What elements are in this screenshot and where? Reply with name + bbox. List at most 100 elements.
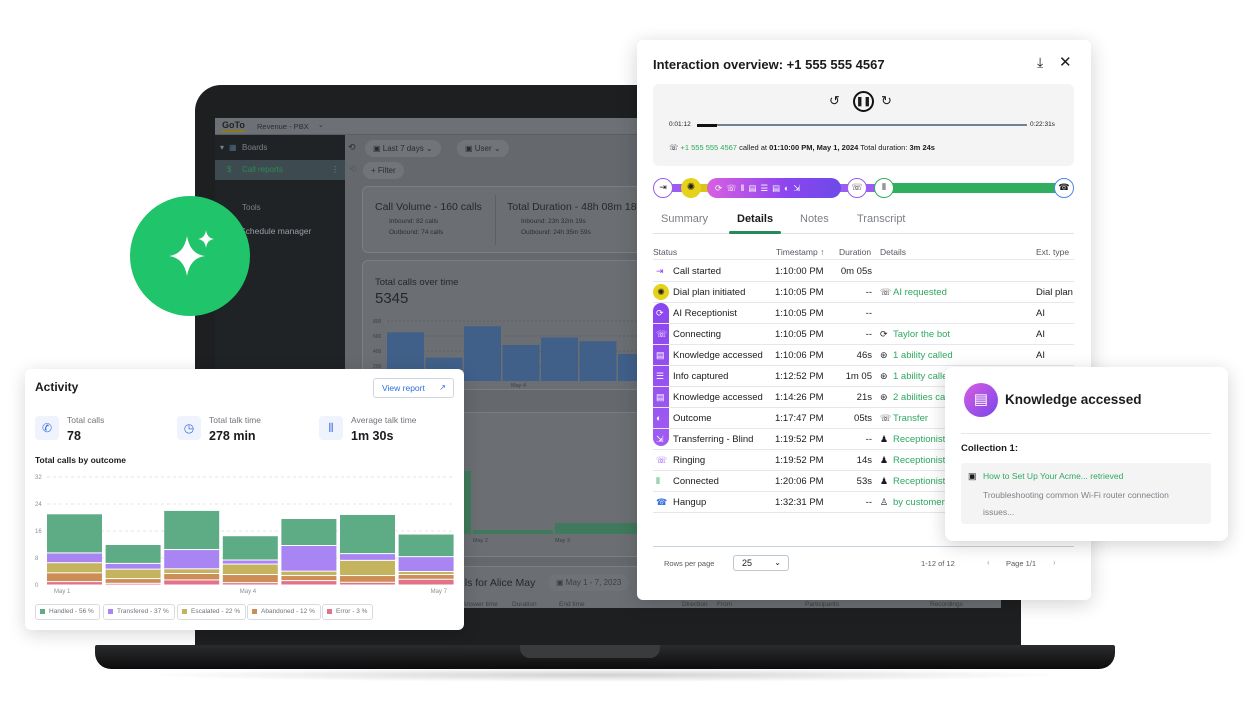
tab-notes[interactable]: Notes — [800, 213, 829, 225]
detail-link[interactable]: Transfer — [893, 413, 929, 424]
forward-10-icon[interactable]: ↻ — [881, 93, 892, 108]
column-header-ext-type[interactable]: Ext. type — [1036, 247, 1070, 257]
detail-link[interactable]: Receptionist — [893, 476, 946, 487]
table-row[interactable]: ✺ Dial plan initiated 1:10:05 PM -- ☏ AI requ… — [653, 282, 1074, 303]
bar-segment[interactable] — [398, 534, 454, 557]
table-row[interactable]: ⇲ Transferring - Blind 1:19:52 PM -- ♟ Recept… — [653, 429, 1074, 450]
view-report-button[interactable]: View report ↗ — [373, 378, 454, 398]
sidebar-item-boards[interactable]: ▾ ▦ Boards — [215, 138, 345, 158]
date-range-chip[interactable]: ▣ May 1 - 7, 2023 — [548, 574, 630, 591]
detail-link[interactable]: AI requested — [893, 287, 947, 298]
column-header-status[interactable]: Status — [653, 247, 678, 257]
bar-segment[interactable] — [340, 514, 395, 554]
rows-per-page-select[interactable]: 25 ⌄ — [733, 555, 789, 571]
rewind-10-icon[interactable]: ↺ — [829, 93, 840, 108]
bar-segment[interactable] — [398, 579, 454, 585]
bar-segment[interactable] — [164, 510, 220, 550]
refresh-icon[interactable]: ⟲ — [348, 142, 356, 152]
date-range-filter[interactable]: ▣ Last 7 days ⌄ — [365, 140, 441, 157]
sidebar-item-call-reports[interactable]: $ Call reports ⋮ — [215, 160, 345, 180]
bar-segment[interactable] — [164, 569, 220, 574]
sidebar-item-schedule-manager[interactable]: Schedule manager — [215, 221, 345, 241]
bar-segment[interactable] — [164, 574, 220, 580]
legend-item[interactable]: Handled - 56 % — [35, 604, 100, 620]
more-icon[interactable]: ⋮ — [331, 165, 339, 174]
group-filter[interactable]: ▣ User ⌄ — [457, 140, 509, 157]
table-row[interactable]: ⟳ AI Receptionist 1:10:05 PM -- AI — [653, 303, 1074, 324]
bar-segment[interactable] — [105, 583, 161, 585]
column-header-duration[interactable]: Duration — [839, 247, 872, 257]
column-header-details[interactable]: Details — [880, 247, 906, 257]
legend-item[interactable]: Transfered - 37 % — [103, 604, 175, 620]
tab-summary[interactable]: Summary — [661, 213, 709, 225]
bar-segment[interactable] — [398, 557, 454, 571]
timeline-hangup-icon[interactable]: ☎ — [1054, 178, 1074, 198]
bar-segment[interactable] — [105, 545, 161, 563]
download-icon[interactable]: ⤓ — [1037, 54, 1044, 70]
bar-segment[interactable] — [281, 571, 337, 576]
bar-segment[interactable] — [281, 546, 337, 571]
table-row[interactable]: ☎ Hangup 1:32:31 PM -- ♙ by customer — [653, 492, 1074, 513]
detail-link[interactable]: 1 ability called — [893, 350, 953, 361]
reset-icon[interactable]: ⟲ — [349, 164, 357, 174]
caller-number[interactable]: +1 555 555 4567 — [680, 143, 737, 152]
bar-segment[interactable] — [281, 519, 337, 546]
bar-segment[interactable] — [340, 554, 395, 560]
timeline-call-start-icon[interactable]: ⇥ — [653, 178, 673, 198]
timeline-ai-segment[interactable]: ⟳☏⦀▤☰▤◐⇲ — [707, 178, 841, 198]
bar-segment[interactable] — [281, 581, 337, 585]
tab-transcript[interactable]: Transcript — [857, 213, 906, 225]
detail-link[interactable]: Receptionist — [893, 455, 946, 466]
bar-segment[interactable] — [222, 536, 278, 560]
table-row[interactable]: ☰ Info captured 1:12:52 PM 1m 05 ⊛ 1 ability … — [653, 366, 1074, 387]
bar-segment[interactable] — [47, 553, 102, 563]
pause-button[interactable]: ❚❚ — [853, 91, 874, 112]
progress-bar[interactable] — [697, 123, 1027, 127]
table-row[interactable]: ⇥ Call started 1:10:00 PM 0m 05s — [653, 261, 1074, 282]
legend-item[interactable]: Error - 3 % — [322, 604, 374, 620]
bar-segment[interactable] — [105, 569, 161, 579]
legend-item[interactable]: Escalated - 22 % — [177, 604, 247, 620]
bar-segment[interactable] — [105, 579, 161, 583]
column-header-timestamp[interactable]: Timestamp ↑ — [776, 247, 825, 257]
detail-link[interactable]: Taylor the bot — [893, 329, 951, 340]
bar-segment[interactable] — [222, 560, 278, 564]
timeline-connected-icon[interactable]: ⦀ — [874, 178, 894, 198]
close-icon[interactable]: ✕ — [1059, 54, 1072, 71]
bar-segment[interactable] — [47, 573, 102, 582]
table-row[interactable]: ⦀ Connected 1:20:06 PM 53s ♟ Receptionist — [653, 471, 1074, 492]
table-row[interactable]: ◐ Outcome 1:17:47 PM 05ts ☏ Transfer — [653, 408, 1074, 429]
column-header[interactable]: Recordings — [930, 601, 963, 608]
table-row[interactable]: ☏ Connecting 1:10:05 PM -- ⟳ Taylor the bot AI — [653, 324, 1074, 345]
add-filter-button[interactable]: + Filter — [363, 162, 404, 179]
bar-segment[interactable] — [47, 514, 102, 553]
legend-item[interactable]: Abandoned - 12 % — [247, 604, 321, 620]
bar-segment[interactable] — [398, 575, 454, 579]
article-link[interactable]: How to Set Up Your Acme... — [983, 471, 1088, 481]
column-header[interactable]: Duration — [512, 601, 537, 608]
bar-segment[interactable] — [340, 576, 395, 582]
previous-page-button[interactable]: ‹ — [987, 558, 990, 567]
bar-segment[interactable] — [222, 575, 278, 583]
bar-segment[interactable] — [340, 560, 395, 576]
bar-segment[interactable] — [47, 582, 102, 585]
bar-segment[interactable] — [281, 576, 337, 581]
column-header[interactable]: From — [717, 601, 733, 608]
bar-segment[interactable] — [222, 583, 278, 585]
timeline-ringing-icon[interactable]: ☏ — [847, 178, 867, 198]
timeline-dial-plan-icon[interactable]: ✺ — [681, 178, 701, 198]
tab-details[interactable]: Details — [737, 213, 774, 225]
workspace-selector[interactable]: Revenue - PBX — [257, 122, 309, 131]
column-header[interactable]: Answer time — [462, 601, 498, 608]
bar-segment[interactable] — [340, 582, 395, 585]
detail-link[interactable]: 2 abilities called — [893, 392, 961, 403]
bar-segment[interactable] — [47, 563, 102, 573]
bar-segment[interactable] — [222, 564, 278, 575]
next-page-button[interactable]: › — [1053, 558, 1056, 567]
detail-link[interactable]: Receptionist — [893, 434, 946, 445]
bar-segment[interactable] — [164, 580, 220, 585]
column-header[interactable]: End time — [559, 601, 585, 608]
sidebar-item-tools[interactable]: Tools — [215, 198, 345, 218]
detail-link[interactable]: 1 ability called — [893, 371, 953, 382]
column-header[interactable]: Participants — [805, 601, 839, 608]
